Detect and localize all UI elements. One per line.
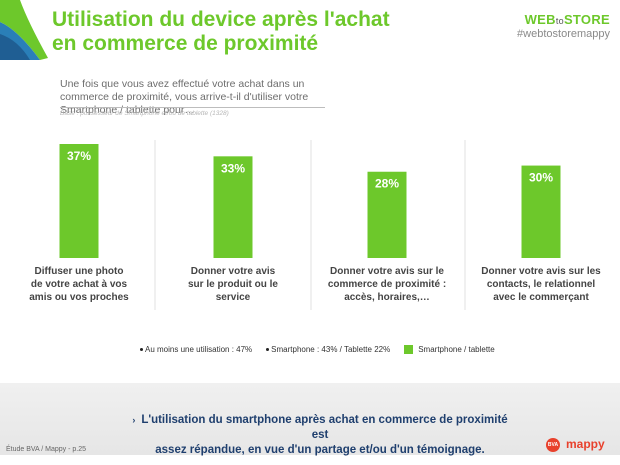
legend-item-devices: Smartphone : 43% / Tablette 22%	[266, 345, 390, 354]
brand-block: WEBtoSTORE #webtostoremappy	[517, 12, 610, 40]
chart-legend: Au moins une utilisation : 47% Smartphon…	[140, 345, 495, 354]
webtostore-logo: WEBtoSTORE	[524, 12, 610, 27]
question-divider	[60, 107, 325, 108]
swoosh-logo-graphic	[0, 0, 48, 60]
arrow-bullet-icon: ›	[132, 415, 136, 425]
data-label-2: 33%	[221, 161, 245, 175]
bullet-icon	[266, 348, 270, 351]
category-label-2: Donner votre avis sur le produit ou le ser…	[187, 266, 278, 303]
data-label-1: 37%	[67, 149, 91, 163]
bar-1	[59, 144, 99, 258]
conclusion-text: › L'utilisation du smartphone après achat…	[132, 414, 508, 456]
bva-logo: BVA	[546, 438, 560, 452]
page-title: Utilisation du device après l'achat en c…	[52, 8, 432, 56]
category-label-1: Diffuser une photo de votre achat à vos am…	[29, 266, 129, 303]
data-label-4: 30%	[529, 171, 553, 185]
data-label-3: 28%	[375, 177, 399, 191]
bullet-icon	[140, 348, 143, 351]
mappy-logo: mappy	[566, 437, 605, 451]
bar-3	[367, 171, 407, 258]
legend-item-series: Smartphone / tablette	[404, 345, 495, 354]
bar-2	[213, 156, 253, 258]
bar-4	[521, 165, 561, 258]
footer-source: Étude BVA / Mappy - p.25	[6, 446, 87, 453]
category-label-3: Donner votre avis sur le commerce de prox…	[327, 266, 447, 303]
legend-swatch	[404, 345, 414, 354]
survey-base: Base : possesseur de Smartphone et/ou de…	[60, 110, 229, 117]
brand-hashtag: #webtostoremappy	[517, 28, 610, 40]
bar-chart: 37% 33% 28% 30%	[59, 140, 561, 310]
category-label-4: Donner votre avis sur les contacts, le re…	[481, 266, 601, 303]
legend-item-total: Au moins une utilisation : 47%	[140, 345, 252, 354]
title-line-1: Utilisation du device après l'achat	[52, 8, 390, 31]
title-line-2: en commerce de proximité	[52, 32, 319, 55]
conclusion-band	[0, 383, 620, 455]
